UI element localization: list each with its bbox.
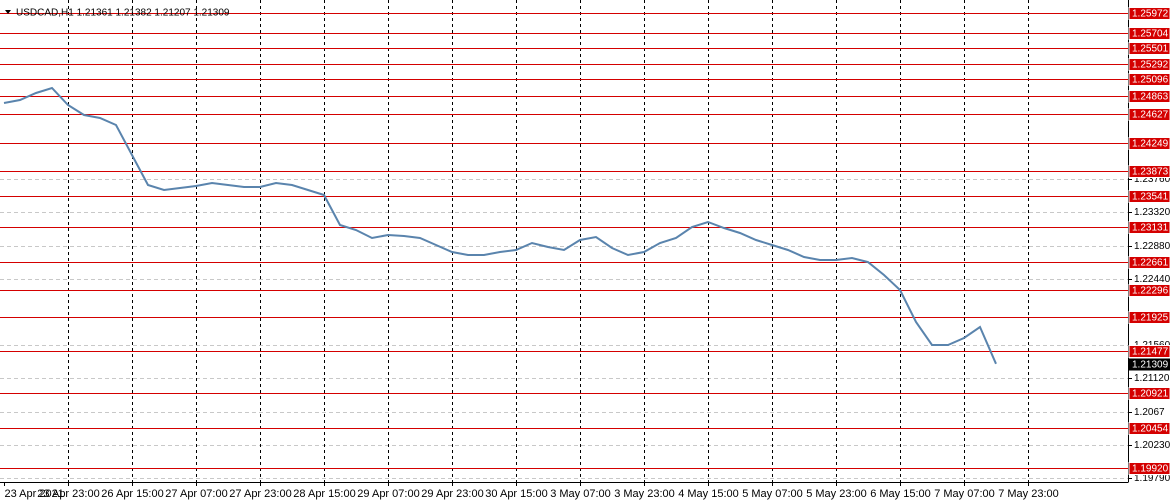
x-tick-label: 23 Apr 23:00 [37, 488, 99, 500]
price-label-box [1128, 42, 1171, 55]
price-label: 1.21925 [1132, 313, 1169, 324]
price-label: 1.24627 [1132, 110, 1169, 121]
price-label: 1.25704 [1132, 29, 1169, 40]
x-tick-label: 26 Apr 15:00 [101, 488, 163, 500]
price-label: 1.20454 [1132, 424, 1169, 435]
price-label-box [1128, 284, 1171, 297]
x-tick-label: 4 May 15:00 [678, 488, 739, 500]
x-tick-label: 28 Apr 15:00 [293, 488, 355, 500]
menu-arrow [5, 10, 11, 14]
x-tick-label: 5 May 07:00 [742, 488, 803, 500]
x-tick-label: 7 May 07:00 [934, 488, 995, 500]
price-label-box [1128, 190, 1171, 203]
price-label-box [1128, 462, 1171, 475]
x-tick-label: 3 May 07:00 [550, 488, 611, 500]
x-tick-label: 6 May 15:00 [870, 488, 931, 500]
price-label: 1.25972 [1132, 9, 1169, 20]
price-label-box [1128, 221, 1171, 234]
price-label-box [1128, 137, 1171, 150]
price-label-box [1128, 7, 1171, 20]
price-label: 1.20921 [1132, 389, 1169, 400]
current-price-label: 1.21309 [1132, 360, 1169, 371]
y-tick-label: 1.21120 [1134, 373, 1170, 384]
price-label: 1.22661 [1132, 258, 1169, 269]
price-label: 1.23131 [1132, 223, 1169, 234]
price-label: 1.25501 [1132, 44, 1169, 55]
y-tick-label: 1.22440 [1134, 274, 1171, 285]
price-label: 1.24249 [1132, 139, 1169, 150]
y-tick-label: 1.2067 [1134, 407, 1165, 418]
x-tick-label: 29 Apr 23:00 [421, 488, 483, 500]
price-label: 1.24863 [1132, 92, 1169, 103]
price-label-box [1128, 73, 1171, 86]
price-label: 1.25292 [1132, 60, 1169, 71]
price-label-box [1128, 345, 1171, 358]
price-label-box [1128, 108, 1171, 121]
price-label: 1.21477 [1132, 347, 1169, 358]
x-tick-label: 27 Apr 07:00 [165, 488, 227, 500]
price-line-series [3, 86, 997, 365]
x-tick-label: 23 Apr 2021 [5, 488, 64, 500]
current-price-box [1129, 358, 1170, 371]
price-lines [0, 13, 1128, 469]
price-label: 1.19920 [1132, 464, 1169, 475]
x-tick-label: 30 Apr 15:00 [485, 488, 547, 500]
y-tick-label: 1.20230 [1134, 440, 1171, 451]
x-tick-label: 3 May 23:00 [614, 488, 675, 500]
y-tick-label: 1.23760 [1134, 174, 1171, 185]
x-tick-label: 27 Apr 23:00 [229, 488, 291, 500]
price-label-box [1128, 256, 1171, 269]
price-label-box [1128, 311, 1171, 324]
y-tick-label: 1.19790 [1134, 473, 1171, 484]
y-tick-label: 1.22880 [1134, 241, 1171, 252]
price-label-box [1128, 387, 1171, 400]
price-label: 1.25096 [1132, 75, 1169, 86]
price-label-box [1128, 165, 1171, 178]
x-tick-label: 29 Apr 07:00 [357, 488, 419, 500]
price-label-box [1128, 27, 1171, 40]
price-label-box [1128, 90, 1171, 103]
x-tick-label: 5 May 23:00 [806, 488, 867, 500]
y-tick-label: 1.23320 [1134, 207, 1171, 218]
chart-title: USDCAD,H1 1.21361 1.21382 1.21207 1.2130… [16, 8, 230, 19]
price-label-box [1128, 58, 1171, 71]
price-label: 1.23873 [1132, 167, 1169, 178]
price-label: 1.23541 [1132, 192, 1169, 203]
x-tick-label: 7 May 23:00 [998, 488, 1059, 500]
price-label-box [1128, 422, 1171, 435]
grid [0, 0, 1128, 482]
plot [3, 86, 997, 365]
price-label: 1.22296 [1132, 286, 1169, 297]
